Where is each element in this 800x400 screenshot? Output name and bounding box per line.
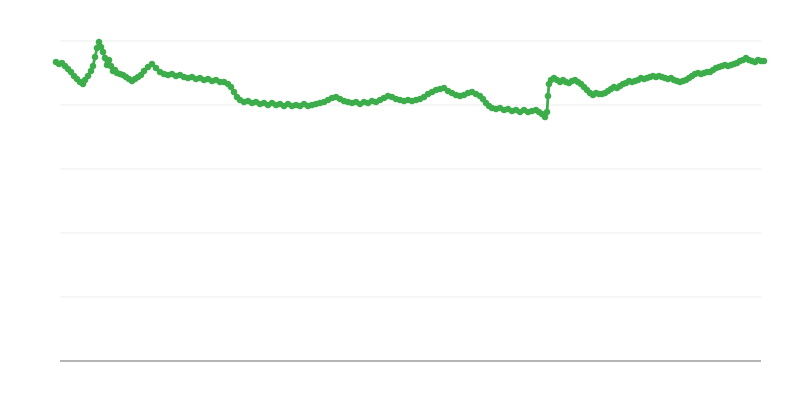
line-series-markers xyxy=(52,38,768,121)
